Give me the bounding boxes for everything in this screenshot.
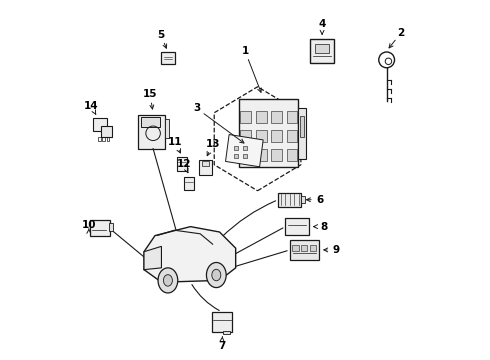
Bar [256, 130, 267, 142]
Bar [287, 130, 297, 142]
Bar [107, 137, 109, 141]
Bar [241, 130, 251, 142]
Bar [241, 111, 251, 123]
Ellipse shape [206, 262, 226, 288]
Bar [223, 331, 230, 334]
Bar [199, 160, 212, 175]
Text: 7: 7 [218, 341, 225, 351]
Bar [138, 114, 165, 149]
Bar [94, 118, 107, 131]
Text: 14: 14 [84, 102, 99, 112]
Bar [287, 149, 297, 161]
Text: 2: 2 [397, 28, 405, 38]
Text: 10: 10 [82, 220, 96, 230]
Bar [141, 117, 160, 127]
Bar [165, 119, 169, 138]
Bar [101, 126, 112, 137]
Text: 8: 8 [320, 222, 327, 231]
Bar [290, 240, 318, 260]
Text: 15: 15 [143, 89, 157, 99]
Bar [271, 111, 282, 123]
Bar [315, 45, 329, 53]
Bar [271, 130, 282, 142]
Bar [239, 99, 298, 167]
Bar [310, 244, 316, 251]
Bar [297, 108, 306, 159]
Bar [90, 220, 110, 237]
Bar [301, 196, 305, 203]
Text: 13: 13 [205, 139, 220, 149]
Bar [243, 154, 247, 158]
Bar [256, 149, 267, 161]
Text: 12: 12 [177, 159, 191, 169]
Text: 11: 11 [168, 138, 182, 147]
Ellipse shape [158, 268, 178, 293]
Bar [109, 223, 113, 231]
Polygon shape [225, 135, 263, 167]
Text: 9: 9 [333, 245, 340, 255]
Text: 1: 1 [242, 46, 248, 56]
Text: 3: 3 [193, 103, 200, 113]
Bar [202, 161, 209, 166]
Text: 4: 4 [318, 19, 326, 29]
Bar [98, 137, 101, 141]
Bar [285, 218, 309, 235]
Polygon shape [144, 246, 161, 270]
Bar [311, 39, 334, 63]
Bar [234, 146, 239, 150]
Bar [278, 193, 301, 207]
Bar [212, 312, 232, 332]
Bar [301, 244, 307, 251]
Bar [102, 137, 105, 141]
Bar [234, 154, 239, 158]
Bar [293, 244, 299, 251]
Ellipse shape [164, 275, 172, 286]
Ellipse shape [212, 269, 221, 281]
Bar [256, 111, 267, 123]
Text: 5: 5 [157, 30, 164, 40]
Polygon shape [144, 226, 236, 282]
Bar [241, 149, 251, 161]
Bar [161, 52, 175, 64]
Text: 6: 6 [317, 195, 324, 205]
Bar [300, 116, 304, 137]
Bar [177, 157, 187, 171]
Bar [287, 111, 297, 123]
Bar [243, 146, 247, 150]
Bar [184, 177, 195, 190]
Bar [271, 149, 282, 161]
